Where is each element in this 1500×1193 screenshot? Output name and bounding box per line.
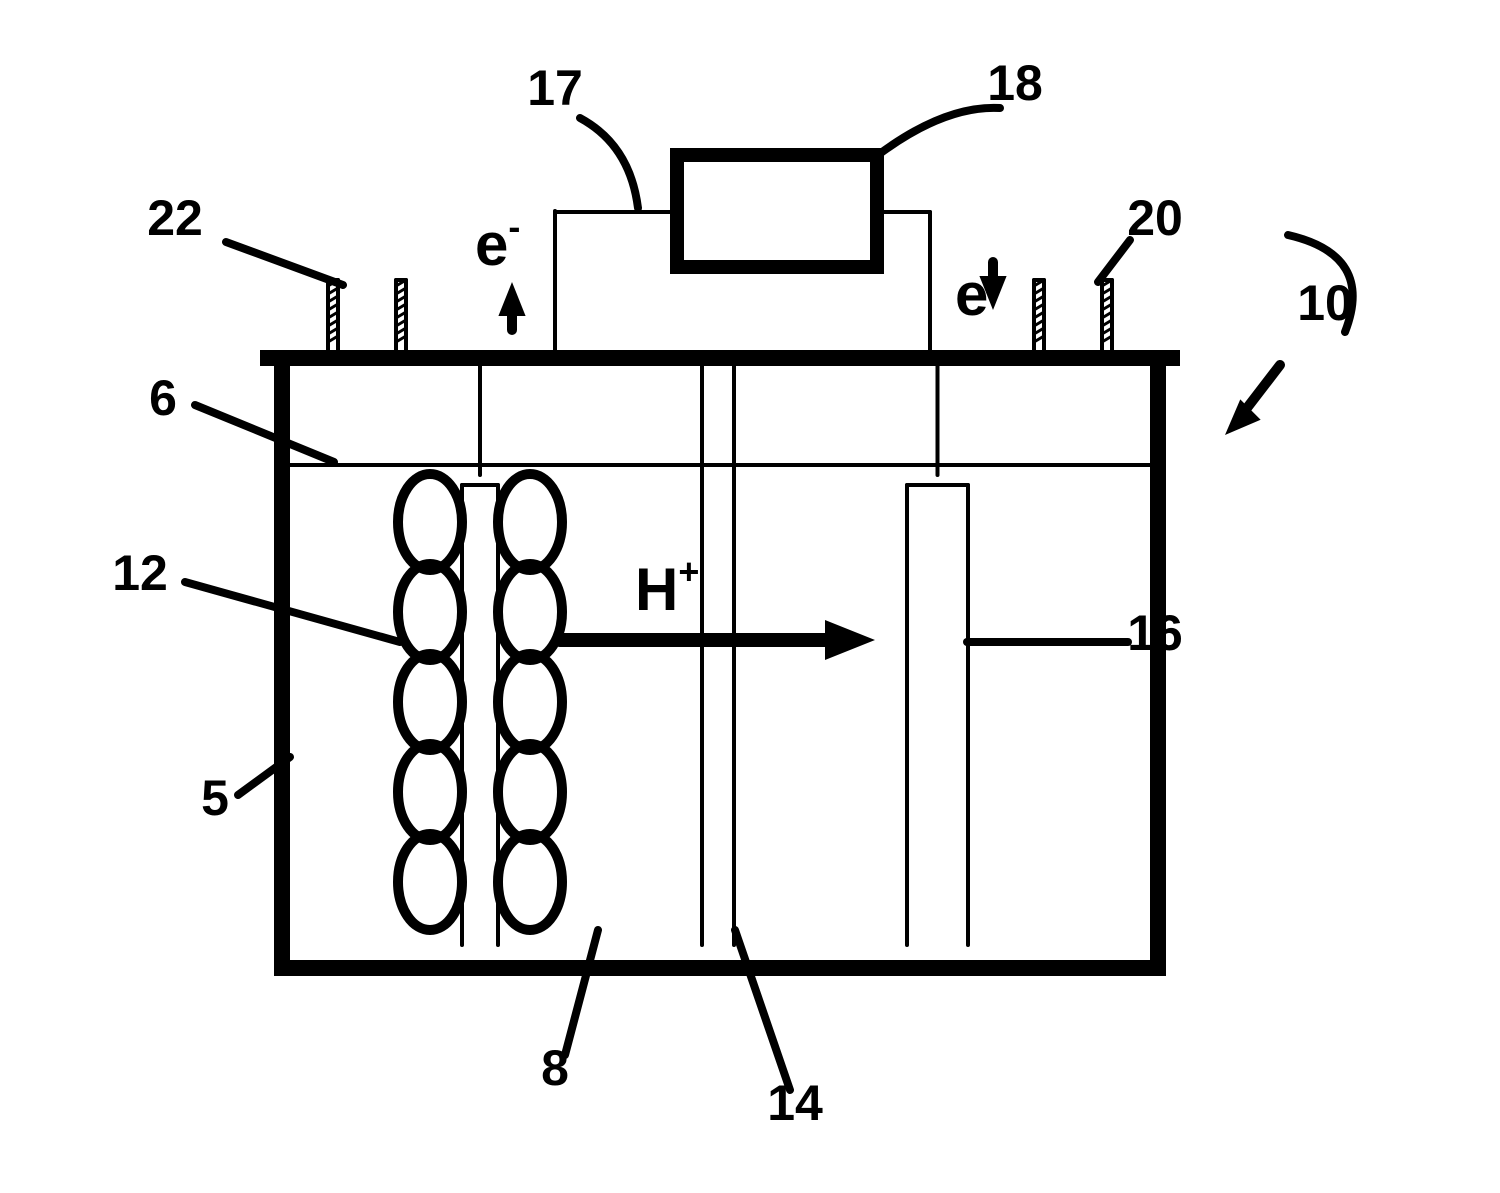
label-18: 18: [987, 55, 1043, 111]
label-17: 17: [527, 60, 583, 116]
label-5: 5: [201, 770, 229, 826]
label-20: 20: [1127, 190, 1183, 246]
label-6: 6: [149, 370, 177, 426]
label-22: 22: [147, 190, 203, 246]
label-12: 12: [112, 545, 168, 601]
label-16: 16: [1127, 605, 1183, 661]
label-10: 10: [1297, 275, 1353, 331]
label-14: 14: [767, 1075, 823, 1131]
label-8: 8: [541, 1040, 569, 1096]
